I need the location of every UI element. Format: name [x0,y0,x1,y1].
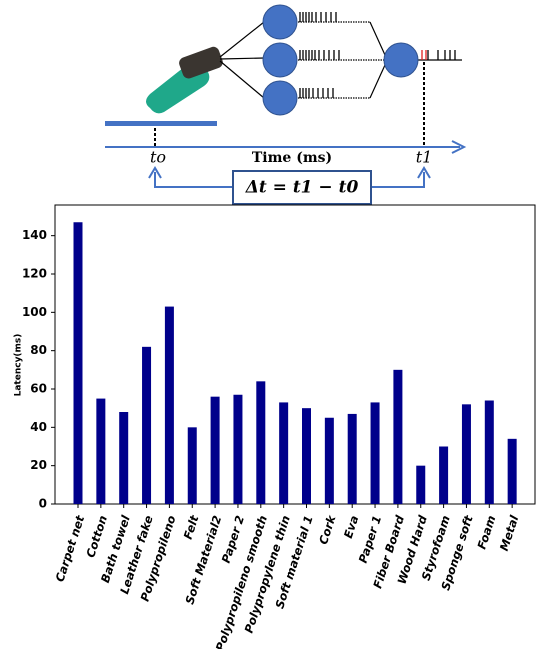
y-tick-label: 0 [39,497,47,511]
y-tick-label: 140 [22,228,47,242]
bar [371,402,380,504]
x-tick-label: Felt [181,513,202,541]
bar [165,307,174,504]
bar [462,404,471,504]
t0-label: to [150,148,166,167]
y-tick-label: 100 [22,305,47,319]
bar [142,347,151,504]
bar-chart: Latency(ms) 0 20 40 60 80 100 120 140 Carpet net… [14,205,536,649]
t1-label: t1 [416,148,433,167]
bar [485,401,494,505]
x-tick-label: Carpet net [53,513,88,583]
bar [96,399,105,504]
bar [302,408,311,504]
formula: Δt = t1 − t0 [245,178,359,198]
y-tick-label: 80 [30,343,47,357]
time-label: Time (ms) [252,150,332,166]
x-tick-label: Cork [316,512,339,546]
x-tick-label: Foam [474,514,498,551]
bar [119,412,128,504]
bar [348,414,357,504]
y-tick-label: 60 [30,382,47,396]
bar [416,466,425,504]
bar [211,397,220,504]
x-tick-label: Metal [497,513,522,553]
y-axis-label: Latency(ms) [14,334,24,397]
figure: to Time (ms) t1 Δt = t1 − t0 Latency(ms)… [0,0,536,649]
y-tick-label: 40 [30,420,47,434]
bar [279,402,288,504]
bar [508,439,517,504]
surface [105,121,217,126]
bar [393,370,402,504]
page: to Time (ms) t1 Δt = t1 − t0 Latency(ms)… [0,0,536,649]
spikes [300,12,455,98]
x-tick-label: Eva [341,513,362,540]
y-tick-label: 120 [22,267,47,281]
bar [233,395,242,504]
bar [188,427,197,504]
y-tick-label: 20 [30,458,47,472]
diagram: to Time (ms) t1 Δt = t1 − t0 [105,5,464,204]
bar [256,381,265,504]
bar [74,222,83,504]
bar [325,418,334,504]
bar [439,447,448,505]
